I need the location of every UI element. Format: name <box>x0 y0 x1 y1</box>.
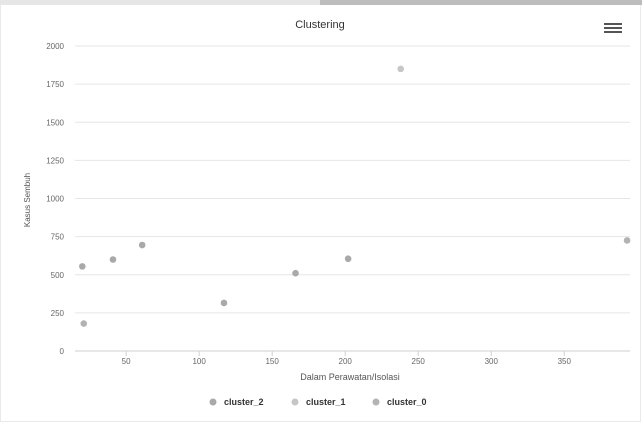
x-tick-label-250: 250 <box>412 357 426 366</box>
point-cluster_0-0[interactable] <box>80 320 88 327</box>
y-tick-label-750: 750 <box>51 233 65 242</box>
y-axis-label: Kasus Sembuh <box>23 173 32 227</box>
point-cluster_0-1[interactable] <box>623 237 631 244</box>
x-tick-label-150: 150 <box>265 357 279 366</box>
legend-marker-cluster_0[interactable] <box>372 398 380 406</box>
data-points <box>79 65 631 327</box>
x-axis-label: Dalam Perawatan/Isolasi <box>300 372 400 382</box>
y-tick-label-0: 0 <box>60 347 65 356</box>
legend-marker-cluster_2[interactable] <box>209 398 217 406</box>
y-tick-label-1500: 1500 <box>46 118 64 127</box>
x-tick-label-350: 350 <box>558 357 572 366</box>
y-tick-label-1000: 1000 <box>46 195 64 204</box>
x-tick-labels: 50 100 150 200 250 300 350 <box>122 351 572 366</box>
legend-marker-cluster_1[interactable] <box>291 398 299 406</box>
legend: cluster_2 cluster_1 cluster_0 <box>209 397 427 407</box>
x-tick-label-200: 200 <box>339 357 353 366</box>
y-tick-label-250: 250 <box>51 309 65 318</box>
legend-label-cluster_2[interactable]: cluster_2 <box>224 397 264 407</box>
y-tick-labels: 0 250 500 750 1000 1250 1500 1750 2000 <box>46 42 64 356</box>
y-tick-label-2000: 2000 <box>46 42 64 51</box>
y-tick-label-500: 500 <box>51 271 65 280</box>
y-tick-label-1750: 1750 <box>46 80 64 89</box>
point-cluster_2-4[interactable] <box>292 269 299 277</box>
legend-label-cluster_1[interactable]: cluster_1 <box>306 397 346 407</box>
chart-title: Clustering <box>295 19 345 31</box>
x-tick-label-50: 50 <box>122 357 131 366</box>
top-progress-bar <box>0 0 642 5</box>
point-cluster_1-0[interactable] <box>397 65 404 73</box>
grid-lines <box>75 45 630 352</box>
point-cluster_2-2[interactable] <box>138 241 146 249</box>
hamburger-icon[interactable] <box>604 21 622 35</box>
top-bar-right-segment <box>320 0 642 5</box>
x-tick-label-300: 300 <box>485 357 499 366</box>
y-tick-label-1250: 1250 <box>46 156 64 165</box>
point-cluster_2-5[interactable] <box>344 255 352 263</box>
legend-label-cluster_0[interactable]: cluster_0 <box>387 397 427 407</box>
point-cluster_2-1[interactable] <box>109 256 117 263</box>
chart-frame <box>0 5 641 422</box>
menu-line-1 <box>604 23 622 25</box>
point-cluster_2-3[interactable] <box>220 299 228 307</box>
top-bar-left-segment <box>0 0 320 5</box>
menu-line-3 <box>604 31 622 33</box>
x-tick-label-100: 100 <box>192 357 206 366</box>
menu-line-2 <box>604 27 622 29</box>
point-cluster_2-0[interactable] <box>79 263 86 270</box>
